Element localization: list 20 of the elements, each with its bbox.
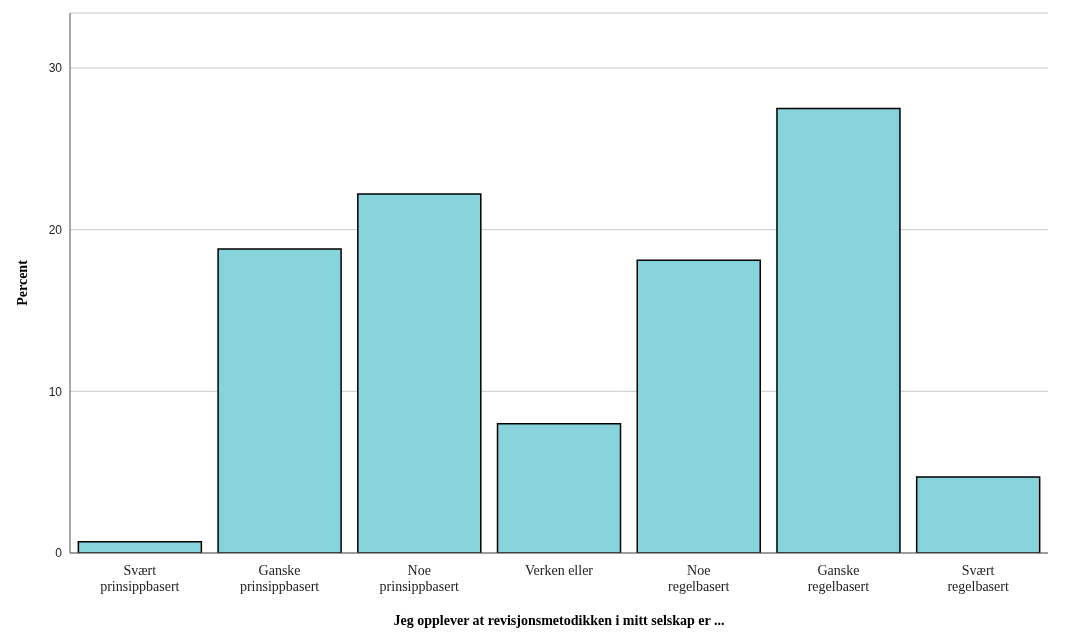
x-axis-title: Jeg opplever at revisjonsmetodikken i mitt selskap er ... (393, 613, 725, 628)
y-tick-label: 30 (48, 61, 63, 76)
y-tick-label: 10 (48, 384, 63, 399)
bar (217, 248, 342, 553)
bar (636, 259, 761, 553)
x-tick-label: Svært regelbasert (947, 563, 1009, 594)
y-tick-label: 0 (55, 546, 63, 561)
x-tick-label: Verken eller (524, 563, 594, 578)
x-tick-label: Noe regelbasert (668, 563, 730, 594)
bar (357, 193, 482, 553)
y-tick-label: 20 (48, 222, 63, 237)
x-tick-label: Ganske prinsippbasert (239, 563, 320, 594)
x-tick-label: Ganske regelbasert (807, 563, 870, 594)
bar (776, 107, 901, 553)
x-tick-label: Noe prinsippbasert (379, 563, 460, 594)
bar (77, 540, 203, 553)
bar (496, 422, 622, 553)
y-axis-title: Percent (14, 259, 30, 306)
x-tick-label: Svært prinsippbasert (100, 563, 180, 594)
bar (915, 476, 1041, 553)
